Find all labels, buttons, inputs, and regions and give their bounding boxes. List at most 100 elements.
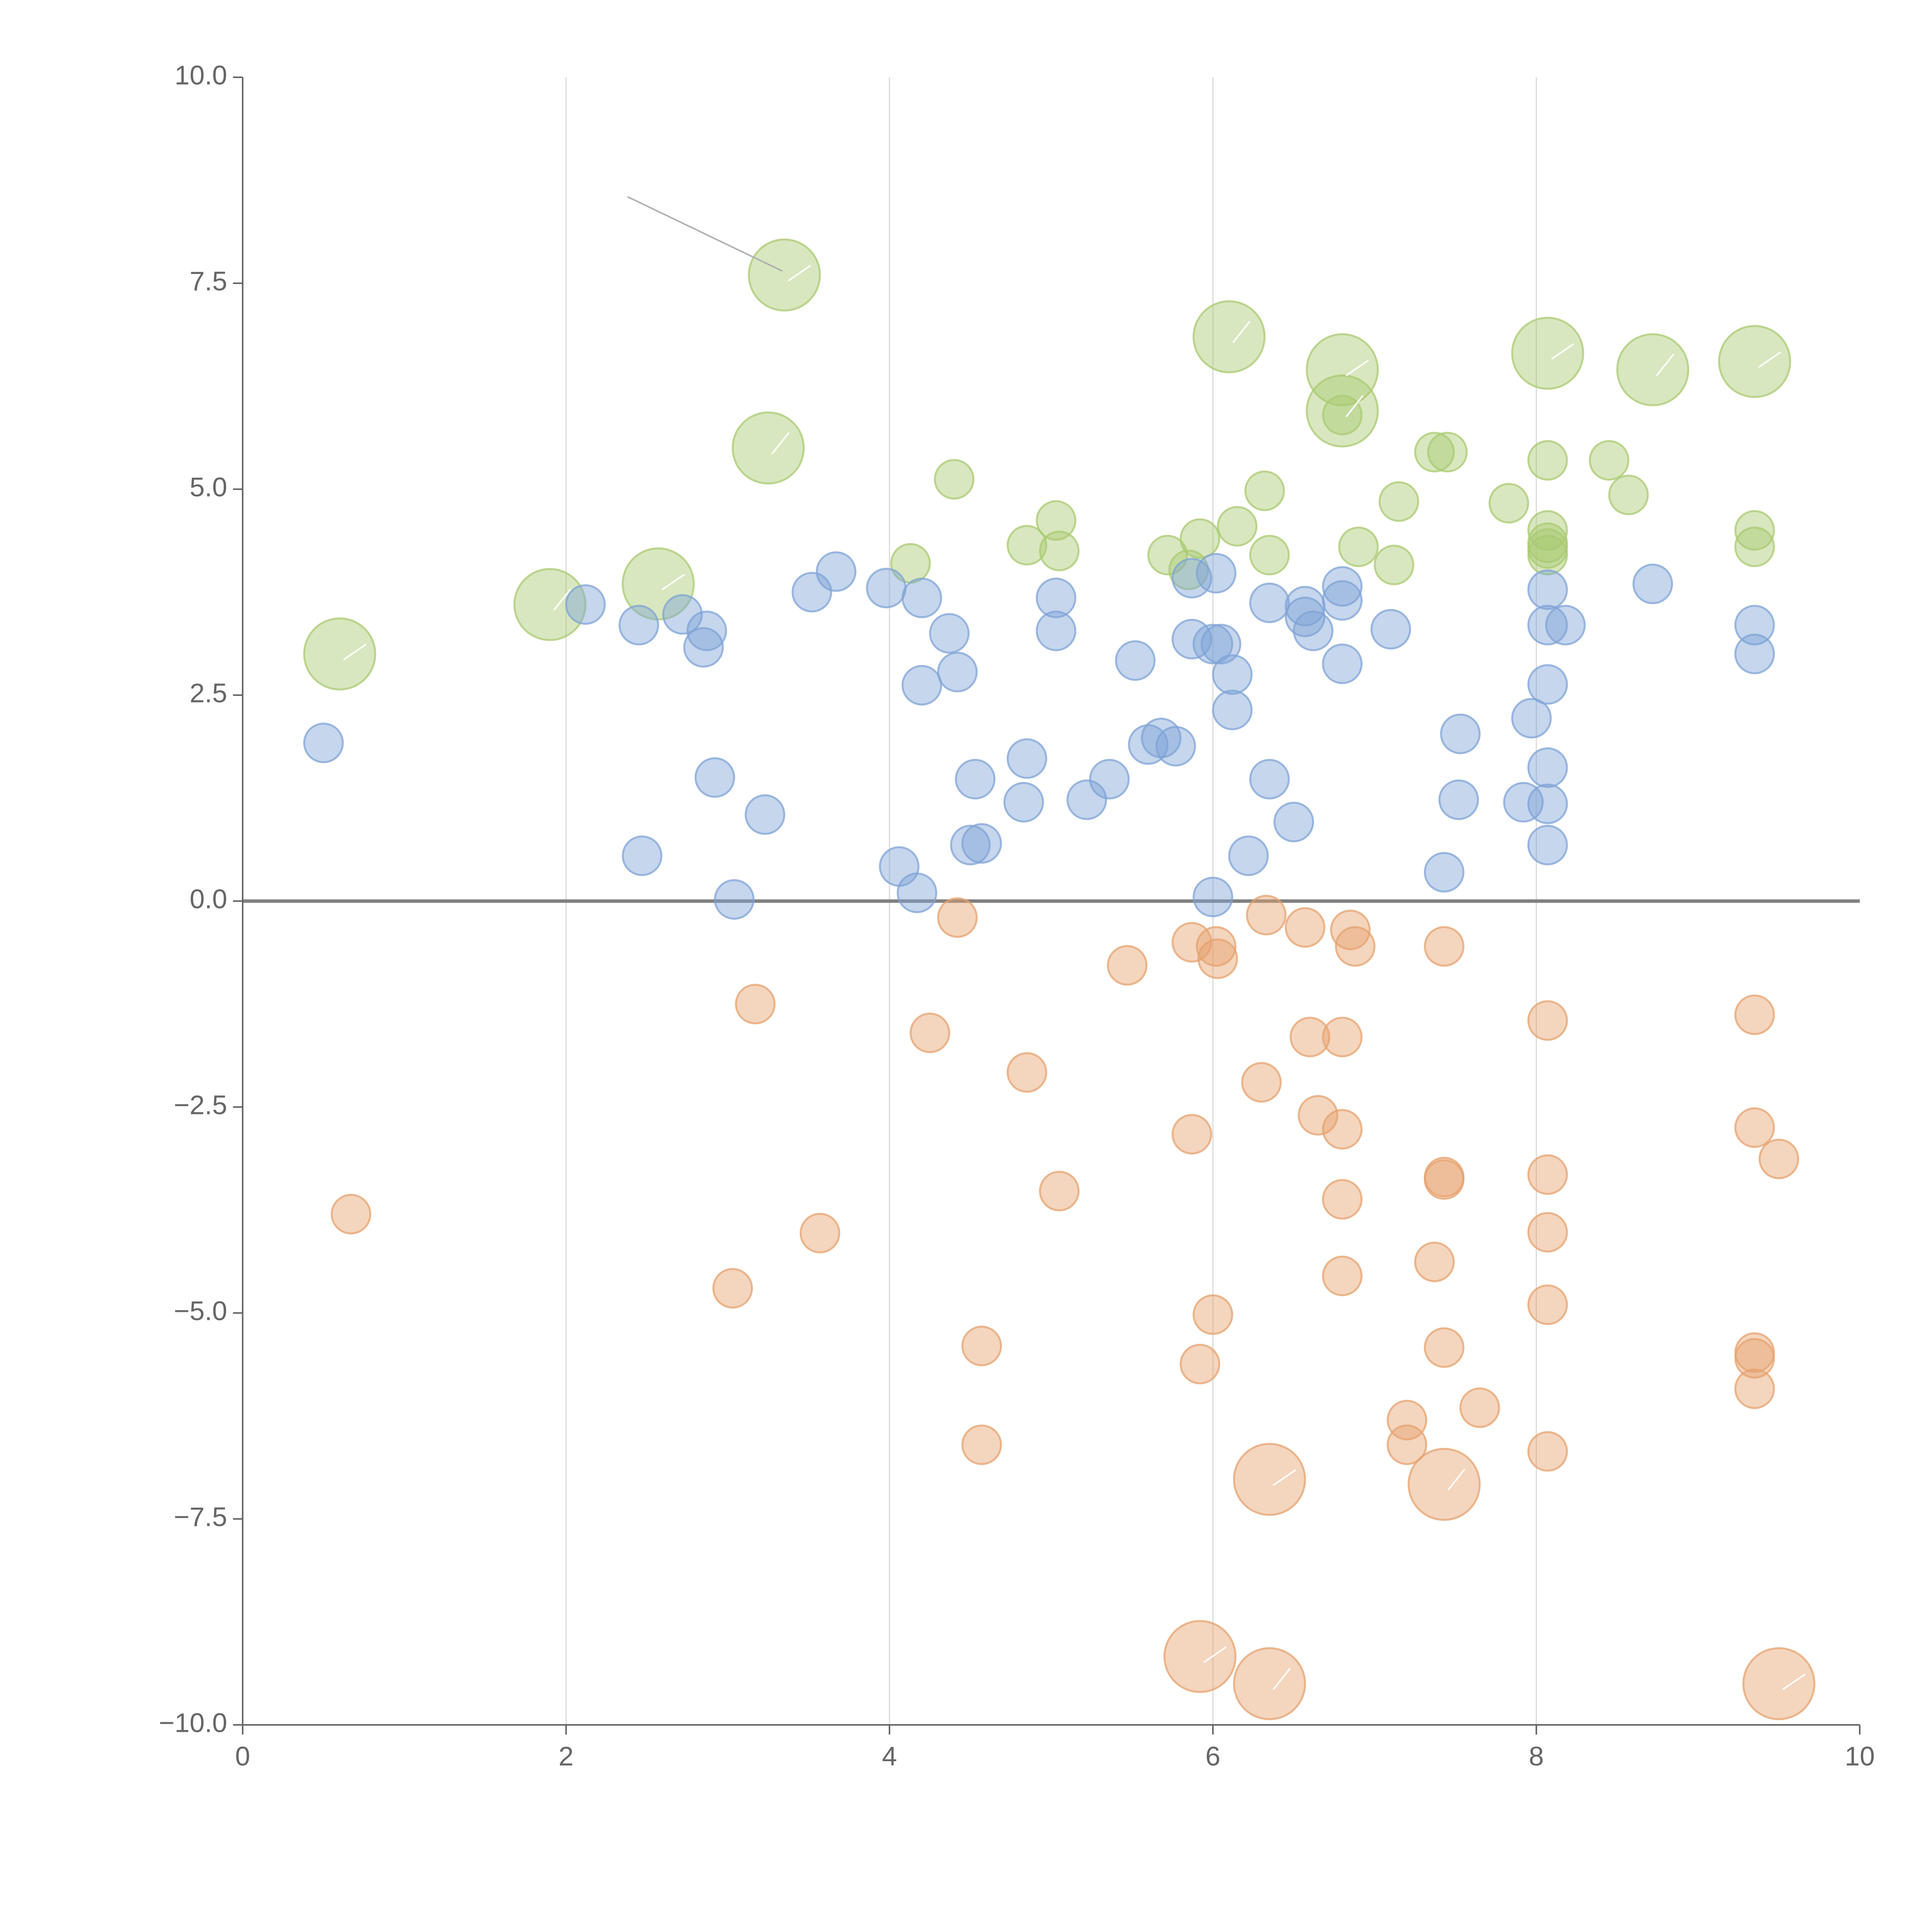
orange-point — [735, 984, 776, 1024]
orange-point — [1285, 907, 1326, 948]
y-tick-label: −10.0 — [159, 1708, 227, 1738]
y-tick-label: 7.5 — [190, 266, 227, 296]
blue-point — [714, 879, 755, 920]
green-point — [1338, 526, 1379, 567]
green-point — [748, 238, 821, 312]
green-point — [1244, 470, 1285, 511]
green-point — [1427, 432, 1468, 473]
blue-point — [937, 651, 978, 692]
blue-point — [866, 568, 907, 609]
orange-point — [1527, 1212, 1568, 1253]
blue-point — [1545, 605, 1586, 646]
orange-point — [1527, 1284, 1568, 1325]
green-point — [1608, 474, 1649, 515]
green-point — [303, 617, 376, 690]
blue-point — [950, 825, 991, 866]
orange-point — [1322, 1255, 1363, 1296]
bubble-leader — [1758, 351, 1781, 368]
orange-point — [1527, 1154, 1568, 1195]
green-point — [1718, 325, 1791, 398]
orange-point — [330, 1194, 371, 1235]
blue-point — [955, 759, 996, 799]
orange-point — [1734, 994, 1775, 1035]
orange-point — [1330, 910, 1371, 951]
orange-point — [1734, 1338, 1775, 1379]
blue-point — [1527, 783, 1568, 824]
orange-point — [1107, 945, 1148, 986]
y-tick-label: 0.0 — [190, 884, 227, 914]
orange-point — [1233, 1647, 1306, 1720]
blue-point — [901, 665, 942, 706]
blue-point — [1440, 713, 1481, 754]
orange-point — [1423, 1159, 1464, 1200]
blue-point — [1438, 779, 1479, 820]
blue-point — [745, 794, 786, 835]
blue-point — [1228, 835, 1269, 876]
bubble-leader — [787, 265, 811, 282]
blue-point — [1423, 852, 1464, 893]
orange-point — [1423, 1327, 1464, 1368]
orange-point — [1322, 1179, 1363, 1220]
blue-point — [694, 757, 735, 798]
x-tick-label: 10 — [1845, 1741, 1875, 1771]
orange-point — [1007, 1052, 1048, 1093]
orange-point — [1197, 938, 1238, 979]
orange-point — [1322, 1109, 1363, 1150]
bubble-leader — [1273, 1469, 1296, 1486]
orange-point — [1246, 895, 1287, 935]
orange-point — [937, 897, 978, 938]
green-point — [1588, 440, 1629, 481]
orange-point — [1233, 1443, 1306, 1516]
blue-point — [1511, 698, 1552, 739]
green-point — [1180, 518, 1221, 559]
blue-point — [1172, 558, 1213, 599]
blue-point — [1293, 611, 1333, 651]
x-tick-label: 2 — [559, 1741, 574, 1771]
bubble-leader — [662, 574, 685, 590]
blue-point — [662, 594, 703, 635]
orange-point — [1196, 926, 1236, 967]
bubble-leader — [1656, 354, 1674, 376]
orange-point — [1407, 1447, 1481, 1521]
bubble-leader — [1551, 343, 1575, 360]
blue-point — [622, 835, 663, 876]
orange-point — [1759, 1138, 1799, 1179]
blue-point — [961, 823, 1002, 864]
blue-point — [1036, 611, 1077, 651]
blue-point — [1249, 582, 1290, 623]
y-tick-label: 10.0 — [175, 60, 227, 90]
blue-point — [683, 627, 724, 668]
blue-point — [303, 723, 344, 764]
blue-point — [901, 577, 942, 618]
bubble-leader — [343, 644, 367, 661]
green-point — [934, 459, 975, 500]
orange-point — [961, 1424, 1002, 1465]
green-point — [513, 568, 587, 641]
green-point — [1007, 525, 1048, 566]
x-tick-label: 4 — [882, 1741, 897, 1771]
blue-point — [1115, 640, 1156, 681]
blue-point — [896, 872, 937, 913]
blue-point — [1196, 553, 1236, 594]
blue-point — [816, 551, 857, 592]
green-point — [1527, 440, 1568, 481]
green-point — [1616, 333, 1689, 406]
blue-point — [1273, 801, 1314, 842]
bubble-leader — [771, 432, 790, 454]
blue-point — [1066, 779, 1107, 820]
bubble-leader — [1447, 1468, 1466, 1491]
leader-lines — [343, 196, 1806, 1690]
green-point — [1322, 395, 1363, 435]
blue-point — [1155, 726, 1196, 767]
blue-point — [565, 584, 606, 625]
y-tick-label: −7.5 — [174, 1502, 227, 1532]
blue-point — [1527, 747, 1568, 788]
green-point — [1306, 374, 1379, 447]
orange-point — [1163, 1620, 1237, 1693]
orange-point — [1386, 1400, 1427, 1440]
blue-point — [1212, 654, 1253, 695]
bubble-leader — [1272, 1668, 1291, 1690]
green-point — [1378, 481, 1419, 522]
blue-point — [1527, 605, 1568, 646]
y-tick-label: −5.0 — [174, 1296, 227, 1326]
